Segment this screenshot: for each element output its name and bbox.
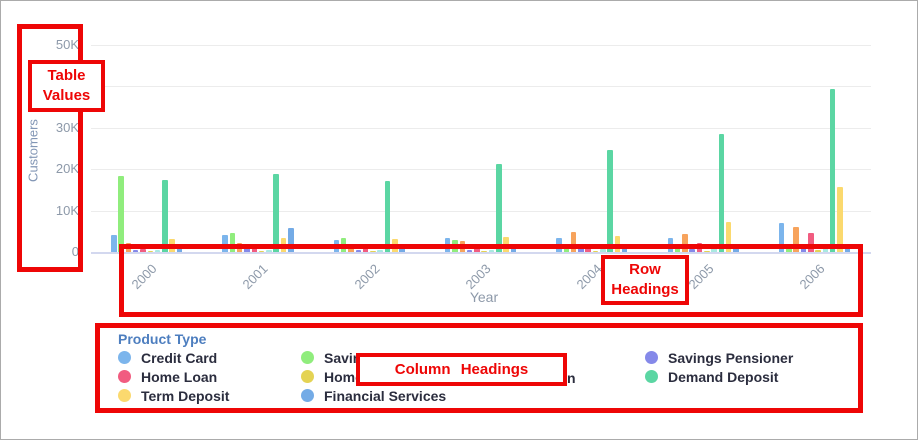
bar[interactable] (829, 88, 836, 252)
row-headings-outline-box (119, 244, 863, 317)
legend-dot-icon (645, 351, 658, 364)
gridline (91, 169, 871, 170)
bar[interactable] (718, 134, 725, 252)
legend-item-label: Home Loan (141, 369, 218, 385)
bar[interactable] (733, 247, 739, 252)
bar[interactable] (132, 249, 139, 252)
y-tick-label: 50K (55, 36, 79, 52)
gridline (91, 127, 871, 129)
gridline (91, 86, 871, 87)
bar[interactable] (496, 164, 502, 252)
table-values-line1: Table (47, 67, 86, 84)
legend-dot-icon (301, 351, 314, 364)
bar[interactable] (355, 249, 361, 252)
bar[interactable] (481, 251, 487, 252)
table-values-line2: Values (42, 87, 91, 104)
row-headings-line2: Headings (611, 281, 679, 298)
bar[interactable] (140, 249, 146, 252)
x-axis-title: Year (469, 289, 499, 305)
x-axis-line (91, 252, 871, 254)
bar[interactable] (266, 249, 272, 252)
bar[interactable] (837, 186, 843, 252)
bar[interactable] (147, 251, 153, 252)
bar[interactable] (808, 232, 814, 252)
legend-covered-label-fragment: n (567, 370, 576, 386)
bar[interactable] (570, 232, 577, 252)
row-headings-label: Row Headings (601, 255, 689, 305)
bar[interactable] (466, 249, 473, 252)
legend-dot-icon (301, 370, 314, 383)
bar[interactable] (399, 248, 405, 252)
bar[interactable] (222, 234, 228, 252)
bar[interactable] (288, 227, 294, 252)
bar[interactable] (118, 176, 124, 252)
gridline (91, 44, 871, 46)
bar[interactable] (362, 246, 369, 252)
legend-dot-icon (645, 370, 658, 383)
bar[interactable] (778, 222, 785, 252)
bar[interactable] (563, 246, 569, 252)
column-headings-label: Column Headings (356, 353, 567, 386)
y-tick-label: 20K (55, 161, 79, 176)
table-values-outline-box (17, 24, 83, 272)
bar[interactable] (607, 149, 613, 252)
bar[interactable] (488, 249, 495, 252)
legend-dot-icon (118, 370, 131, 383)
bar[interactable] (273, 173, 279, 252)
bar[interactable] (592, 250, 599, 252)
y-tick-label: 30K (55, 119, 79, 135)
bar[interactable] (600, 249, 606, 252)
gridline (91, 210, 871, 212)
row-headings-line1: Row (629, 261, 661, 278)
bar[interactable] (154, 250, 161, 252)
legend-item-label: Savings Pensioner (668, 350, 794, 366)
bar[interactable] (377, 249, 383, 252)
bar[interactable] (176, 248, 183, 252)
bar[interactable] (621, 247, 628, 252)
bar[interactable] (822, 247, 829, 252)
column-headings-outline-box (95, 323, 863, 413)
bar[interactable] (578, 247, 584, 252)
legend-item-label: Demand Deposit (668, 369, 779, 385)
bar[interactable] (704, 250, 710, 252)
legend-title: Product Type (118, 331, 207, 347)
bar[interactable] (815, 250, 821, 252)
bar[interactable] (689, 248, 695, 252)
bar[interactable] (682, 234, 688, 252)
bar[interactable] (711, 248, 717, 252)
bar[interactable] (674, 247, 681, 252)
legend-dot-icon (301, 389, 314, 402)
legend-item-label: Credit Card (141, 350, 218, 366)
legend-item-label: Term Deposit (141, 388, 230, 404)
bar[interactable] (614, 235, 621, 252)
bar[interactable] (162, 180, 168, 252)
bar[interactable] (111, 234, 117, 252)
legend-dot-icon (118, 389, 131, 402)
y-tick-label: 10K (55, 202, 79, 218)
bar[interactable] (725, 222, 732, 252)
bar[interactable] (384, 181, 391, 252)
table-values-label: Table Values (28, 60, 105, 112)
legend-item-label: Home (324, 369, 363, 385)
bar[interactable] (800, 247, 807, 252)
bar[interactable] (510, 248, 517, 252)
y-tick-label: 0 (71, 244, 79, 259)
legend-item-label: Financial Services (324, 388, 447, 404)
bar[interactable] (370, 251, 376, 252)
bar[interactable] (793, 227, 799, 252)
bar[interactable] (258, 250, 265, 252)
legend-dot-icon (118, 351, 131, 364)
bar[interactable] (229, 232, 236, 252)
